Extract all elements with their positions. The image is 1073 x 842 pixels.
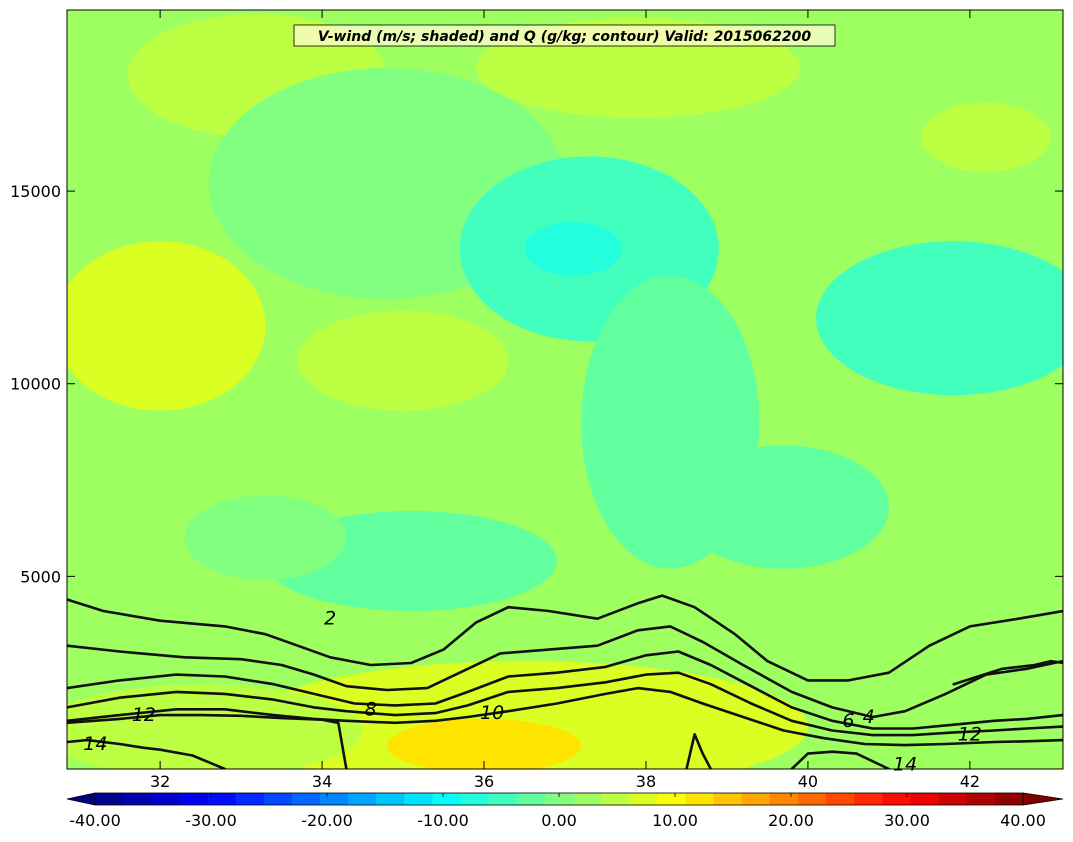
colorbar-level-10 <box>376 793 405 805</box>
contour-labels: 2 46 8 10 12 12 14 14 <box>83 608 982 776</box>
colorbar-level-28 <box>882 793 912 805</box>
y-axis: 5000 10000 15000 <box>10 182 1063 586</box>
colorbar-tick-label-3: -10.00 <box>417 811 469 830</box>
colorbar-level-31 <box>966 793 996 805</box>
colorbar-tick-label-0: -40.00 <box>69 811 121 830</box>
colorbar-tick-label-7: 30.00 <box>884 811 930 830</box>
colorbar-level-4 <box>207 793 237 805</box>
title-background <box>293 24 836 47</box>
shaded-region-4 <box>921 102 1051 172</box>
contour-label-6: 6 <box>842 710 854 732</box>
colorbar-level-24 <box>769 793 799 805</box>
colorbar-level-26 <box>826 793 855 805</box>
x-tick-label-38: 38 <box>636 772 656 791</box>
contour-label-2: 2 <box>324 608 336 630</box>
shaded-region-16 <box>386 718 582 769</box>
colorbar-level-29 <box>910 793 940 805</box>
colorbar-level-21 <box>685 793 715 805</box>
colorbar-level-16 <box>544 793 574 805</box>
shaded-field <box>67 10 1063 769</box>
colorbar-level-0 <box>95 793 124 805</box>
colorbar-extend-high <box>1022 792 1064 806</box>
contour-q-10-4 <box>67 686 1063 747</box>
colorbar-level-12 <box>432 793 462 805</box>
contour-q-14-9 <box>685 733 713 769</box>
colorbar-tick-label-8: 40.00 <box>1000 811 1046 830</box>
x-tick-label-34: 34 <box>312 772 332 791</box>
colorbar-level-2 <box>151 793 180 805</box>
shaded-region-1 <box>67 241 266 411</box>
shaded-region-15 <box>241 661 808 769</box>
shaded-region-11 <box>816 241 1063 396</box>
colorbar-level-19 <box>629 793 659 805</box>
contour-label-12: 12 <box>132 704 156 726</box>
y-tick-label-10000: 10000 <box>10 375 61 394</box>
chart-title: V-wind (m/s; shaded) and Q (g/kg; contou… <box>318 29 811 45</box>
colorbar-level-11 <box>404 793 434 805</box>
colorbar-level-20 <box>657 793 687 805</box>
shaded-region-14 <box>184 495 347 581</box>
contour-q-4-1 <box>67 625 1063 719</box>
colorbar-extend-low <box>66 792 96 806</box>
colorbar-level-6 <box>263 793 293 805</box>
colorbar-level-25 <box>798 793 827 805</box>
contour-label-8: 8 <box>365 698 377 720</box>
colorbar-level-8 <box>319 793 349 805</box>
contour-q-12-5 <box>67 713 348 769</box>
contour-q-14-8 <box>790 750 891 769</box>
colorbar-level-3 <box>179 793 209 805</box>
contour-q-8-3 <box>67 671 1063 737</box>
colorbar-level-7 <box>291 793 321 805</box>
colorbar-level-13 <box>460 793 490 805</box>
colorbar-level-22 <box>713 793 743 805</box>
colorbar-level-18 <box>601 793 630 805</box>
x-tick-label-42: 42 <box>960 772 980 791</box>
contour-q-6-2 <box>67 650 1063 730</box>
contour-label-14: 14 <box>893 753 917 775</box>
colorbar-tick-label-1: -30.00 <box>185 811 237 830</box>
x-tick-label-40: 40 <box>798 772 818 791</box>
y-tick-label-5000: 5000 <box>20 567 61 586</box>
colorbar-tick-label-2: -20.00 <box>301 811 353 830</box>
contour-label-14: 14 <box>83 733 107 755</box>
colorbar-level-14 <box>488 793 518 805</box>
colorbar-level-17 <box>573 793 602 805</box>
x-tick-label-36: 36 <box>474 772 494 791</box>
shaded-region-5 <box>297 310 509 411</box>
shaded-region-17 <box>67 684 363 769</box>
colorbar-level-27 <box>854 793 883 805</box>
colorbar: -40.00 -30.00 -20.00 -10.00 0.00 10.00 20.00 30… <box>66 792 1064 830</box>
x-axis: 32 34 36 38 40 42 <box>150 10 980 791</box>
colorbar-level-15 <box>516 793 546 805</box>
colorbar-level-23 <box>741 793 771 805</box>
colorbar-level-30 <box>938 793 968 805</box>
colorbar-level-32 <box>994 793 1024 805</box>
contour-label-10: 10 <box>480 702 504 724</box>
contour-q-2-0 <box>67 594 1063 682</box>
contour-label-4: 4 <box>863 706 875 728</box>
contour-lines <box>67 594 1063 769</box>
contour-q-14-7 <box>67 738 227 769</box>
plot-frame <box>66 9 1064 770</box>
contour-q-12-6 <box>952 659 1063 686</box>
contour-label-12: 12 <box>958 723 982 745</box>
y-tick-label-15000: 15000 <box>10 182 61 201</box>
shaded-region-13 <box>678 445 889 569</box>
chart-title-box: V-wind (m/s; shaded) and Q (g/kg; contou… <box>293 24 836 47</box>
colorbar-level-9 <box>348 793 377 805</box>
colorbar-tick-label-5: 10.00 <box>652 811 698 830</box>
colorbar-level-1 <box>123 793 152 805</box>
colorbar-tick-label-6: 20.00 <box>768 811 814 830</box>
shaded-region-8 <box>524 221 622 276</box>
x-tick-label-32: 32 <box>150 772 170 791</box>
colorbar-level-5 <box>235 793 265 805</box>
colorbar-tick-label-4: 0.00 <box>541 811 577 830</box>
